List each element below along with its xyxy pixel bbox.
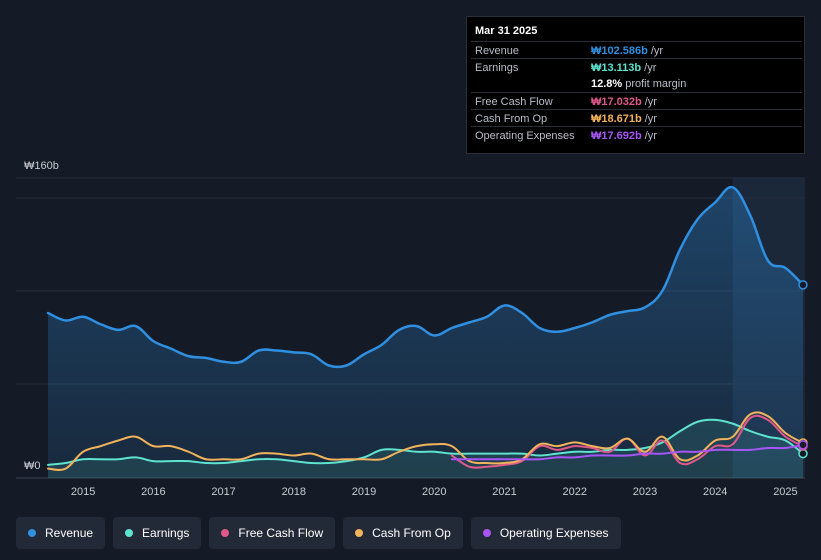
x-tick-label: 2020	[422, 486, 446, 498]
legend-label: Operating Expenses	[499, 526, 609, 540]
line-operating-expenses	[450, 443, 804, 461]
legend-item-free-cash-flow[interactable]: Free Cash Flow	[209, 517, 336, 549]
legend-dot-icon	[355, 529, 364, 537]
x-tick-label: 2021	[492, 486, 516, 498]
line-cash-from-op	[47, 411, 804, 471]
y-axis-top-label: ₩160b	[24, 160, 59, 172]
line-revenue	[46, 185, 805, 369]
tooltip-label: Free Cash Flow	[475, 96, 553, 108]
chart-legend: Revenue Earnings Free Cash Flow Cash Fro…	[16, 517, 621, 549]
legend-label: Cash From Op	[372, 526, 451, 540]
series-lines	[46, 185, 805, 471]
x-tick-label: 2023	[633, 486, 657, 498]
tooltip-row-earnings: Earnings ₩13.113b/yr	[471, 58, 802, 76]
legend-item-cash-from-op[interactable]: Cash From Op	[343, 517, 463, 549]
tooltip-label: Earnings	[475, 62, 519, 74]
endpoint-operating-expenses	[798, 440, 808, 450]
tooltip-row-operating-expenses: Operating Expenses ₩17.692b/yr	[471, 126, 802, 144]
x-tick-label: 2016	[141, 486, 165, 498]
x-tick-label: 2018	[282, 486, 306, 498]
legend-item-operating-expenses[interactable]: Operating Expenses	[470, 517, 621, 549]
series-endpoints	[798, 280, 808, 459]
legend-dot-icon	[28, 529, 36, 537]
tooltip-value: ₩17.692b/yr	[591, 130, 657, 142]
x-tick-label: 2025	[773, 486, 797, 498]
legend-item-revenue[interactable]: Revenue	[16, 517, 106, 549]
legend-dot-icon	[125, 529, 134, 537]
tooltip-row-cash-from-op: Cash From Op ₩18.671b/yr	[471, 109, 802, 127]
tooltip-row-profit-margin: 12.8% profit margin	[471, 75, 802, 92]
legend-dot-icon	[221, 529, 230, 537]
y-axis-bottom-label: ₩0	[24, 460, 41, 472]
tooltip-label: Operating Expenses	[475, 130, 575, 142]
tooltip-value: 12.8% profit margin	[591, 78, 687, 90]
tooltip-date: Mar 31 2025	[475, 25, 538, 37]
legend-dot-icon	[482, 529, 491, 537]
x-tick-label: 2017	[211, 486, 235, 498]
tooltip-label: Cash From Op	[475, 113, 548, 125]
x-tick-label: 2019	[352, 486, 376, 498]
legend-label: Earnings	[142, 526, 190, 540]
x-tick-label: 2024	[703, 486, 727, 498]
tooltip-value: ₩18.671b/yr	[591, 113, 657, 125]
x-tick-label: 2022	[563, 486, 587, 498]
tooltip-value: ₩13.113b/yr	[591, 62, 657, 74]
legend-label: Free Cash Flow	[238, 526, 324, 540]
line-earnings	[47, 418, 804, 466]
tooltip-value: ₩17.032b/yr	[591, 96, 657, 108]
x-tick-label: 2015	[71, 486, 95, 498]
x-axis-ticks: 2015 2016 2017 2018 2019 2020 2021 2022 2023 2024…	[71, 486, 798, 498]
tooltip-label: Revenue	[475, 45, 520, 57]
legend-label: Revenue	[45, 526, 94, 540]
area-earnings	[48, 419, 803, 478]
tooltip-row-revenue: Revenue ₩102.586b/yr	[471, 41, 802, 59]
tooltip-row-free-cash-flow: Free Cash Flow ₩17.032b/yr	[471, 92, 802, 110]
endpoint-revenue	[798, 280, 808, 290]
tooltip-value: ₩102.586b/yr	[591, 45, 664, 57]
data-tooltip: Mar 31 2025 Revenue ₩102.586b/yr Earning…	[466, 16, 805, 154]
legend-item-earnings[interactable]: Earnings	[113, 517, 202, 549]
